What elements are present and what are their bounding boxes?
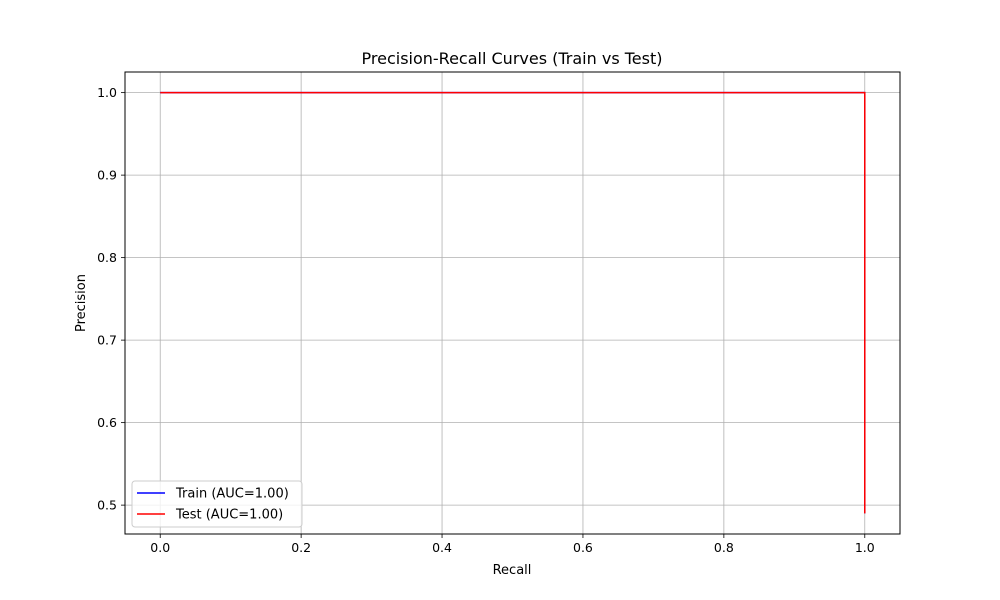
series-line-test bbox=[160, 91, 866, 514]
y-axis-label: Precision bbox=[74, 274, 89, 332]
y-tick-label: 0.7 bbox=[97, 333, 117, 348]
legend: Train (AUC=1.00) Test (AUC=1.00) bbox=[131, 480, 303, 528]
y-tick-label: 1.0 bbox=[97, 85, 117, 100]
x-tick-label: 0.4 bbox=[432, 540, 452, 555]
y-tick-label: 0.6 bbox=[97, 415, 117, 430]
y-tick-label: 0.5 bbox=[97, 498, 117, 513]
grid bbox=[125, 72, 900, 534]
plot-area-frame bbox=[124, 71, 901, 535]
x-tick-label: 0.0 bbox=[150, 540, 170, 555]
x-tick-label: 0.2 bbox=[291, 540, 311, 555]
legend-label-train: Train (AUC=1.00) bbox=[175, 487, 289, 502]
y-tick-label: 0.8 bbox=[97, 250, 117, 265]
legend-label-test: Test (AUC=1.00) bbox=[175, 508, 283, 523]
series-lines bbox=[160, 91, 866, 514]
x-axis-label: Recall bbox=[493, 563, 532, 578]
chart-title: Precision-Recall Curves (Train vs Test) bbox=[362, 49, 663, 68]
x-tick-label: 0.6 bbox=[573, 540, 593, 555]
legend-box bbox=[131, 480, 303, 528]
ticks: 0.0 0.2 0.4 0.6 0.8 1.0 0.5 0.6 0.7 0.8 0.9 1.0 bbox=[97, 85, 875, 555]
y-tick-label: 0.9 bbox=[97, 168, 117, 183]
x-tick-label: 0.8 bbox=[714, 540, 734, 555]
x-tick-label: 1.0 bbox=[855, 540, 875, 555]
